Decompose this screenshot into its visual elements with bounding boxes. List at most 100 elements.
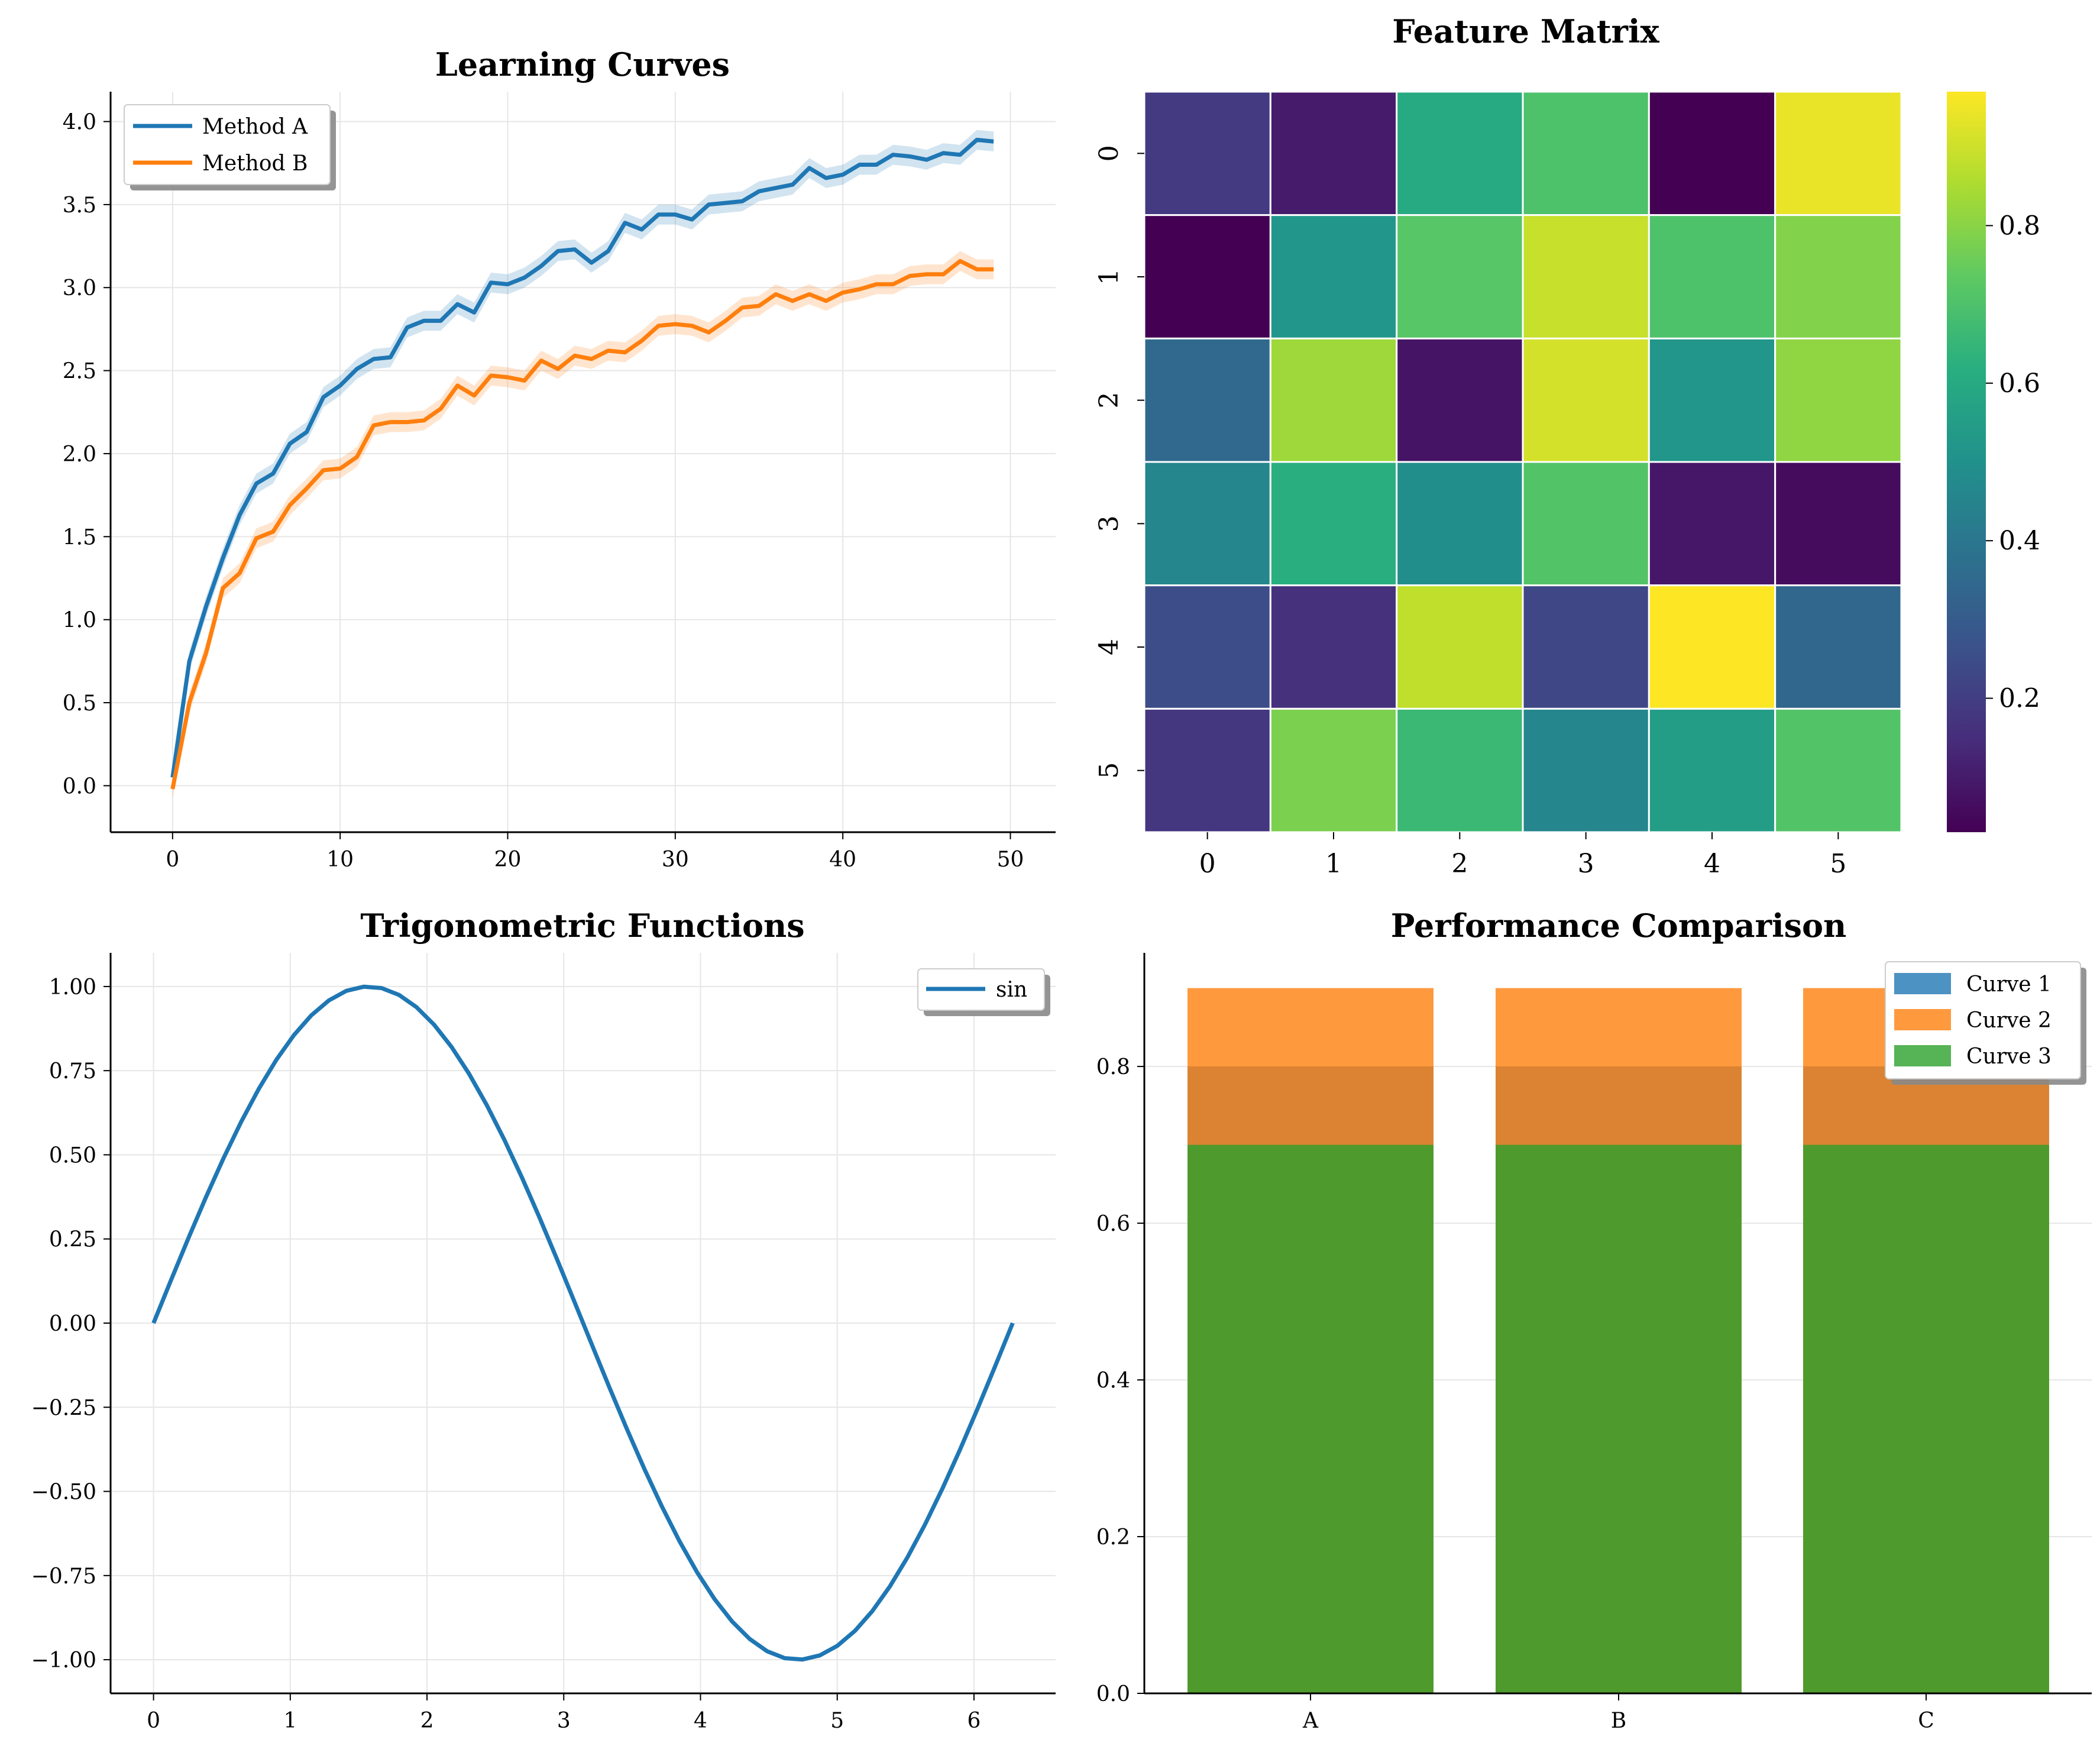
heatmap-cell (1774, 214, 1902, 340)
learning-curves-bands (172, 130, 994, 799)
colorbar (1947, 92, 1986, 832)
x-tick-label: 1 (1325, 849, 1342, 879)
y-tick-label: 0.6 (1096, 1212, 1130, 1236)
x-tick-label: 5 (830, 1709, 844, 1733)
trig-legend: sin (917, 968, 1050, 1016)
feature-matrix-ticks: 0 1 2 3 4 5 0 1 2 3 4 5 (1094, 145, 1846, 879)
y-tick-label: 1.00 (49, 975, 96, 1000)
y-tick-label: 0.25 (49, 1228, 96, 1252)
heatmap-cell (1774, 90, 1902, 216)
series-line-sin (151, 984, 1015, 1662)
x-tick-label: 50 (997, 848, 1024, 872)
x-tick-label: 2 (420, 1709, 434, 1733)
heatmap-cell (1396, 584, 1524, 710)
y-tick-label: 0.2 (1096, 1525, 1130, 1550)
series-line-method-b (170, 258, 994, 790)
heatmap-cell (1522, 214, 1650, 340)
heatmap-cell (1269, 337, 1398, 463)
trig-grid (111, 953, 1056, 1693)
legend-label-curve-3: Curve 3 (1966, 1045, 2052, 1069)
x-tick-label: B (1611, 1709, 1626, 1733)
heatmap-cell (1648, 707, 1777, 833)
y-tick-label: 5 (1094, 762, 1124, 779)
feature-matrix-cells (1143, 90, 1902, 833)
feature-matrix-title: Feature Matrix (1392, 12, 1659, 50)
heatmap-cell (1143, 90, 1271, 216)
legend-label-sin: sin (996, 978, 1027, 1002)
learning-curves-panel: Learning Curves 0 10 20 30 40 50 0.0 0.5 1.0 1.5 2… (63, 46, 1056, 872)
heatmap-cell (1396, 461, 1524, 587)
heatmap-cell (1143, 707, 1271, 833)
series-line-method-a (170, 137, 994, 778)
confidence-band-method-b (172, 251, 994, 799)
heatmap-cell (1396, 214, 1524, 340)
heatmap-cell (1648, 90, 1777, 216)
heatmap-cell (1143, 584, 1271, 710)
x-tick-label: 4 (694, 1709, 707, 1733)
y-tick-label: 3.5 (63, 193, 96, 218)
heatmap-cell (1396, 337, 1524, 463)
y-tick-label: 0.0 (63, 774, 96, 798)
x-tick-label: 5 (1830, 849, 1846, 879)
heatmap-cell (1396, 707, 1524, 833)
legend-label-method-a: Method A (202, 115, 308, 139)
feature-matrix-panel: Feature Matrix 0 1 2 3 4 5 0 1 2 3 4 5 0.2 0.4 0.6 0.8 (1094, 12, 2040, 879)
y-tick-label: 0.0 (1096, 1682, 1130, 1706)
x-tick-label: A (1302, 1709, 1319, 1733)
y-tick-label: −1.00 (31, 1648, 96, 1673)
trig-lines (151, 984, 1015, 1662)
x-tick-label: 3 (1578, 849, 1594, 879)
y-tick-label: 0.50 (49, 1143, 96, 1168)
y-tick-label: 1 (1094, 269, 1124, 285)
heatmap-cell (1522, 707, 1650, 833)
colorbar-tick-label: 0.2 (1999, 684, 2040, 714)
learning-curves-legend: Method A Method B (124, 104, 336, 190)
x-tick-label: 2 (1451, 849, 1468, 879)
y-tick-label: 2 (1094, 392, 1124, 409)
y-tick-label: 0.4 (1096, 1369, 1130, 1393)
x-tick-label: 30 (662, 848, 689, 872)
heatmap-cell (1143, 461, 1271, 587)
heatmap-cell (1396, 90, 1524, 216)
heatmap-cell (1269, 707, 1398, 833)
heatmap-cell (1269, 584, 1398, 710)
trig-ticks: 0 1 2 3 4 5 6 1.00 0.75 0.50 0.25 0.00 −0.25 −0.50 −0.… (31, 975, 981, 1733)
colorbar-tick-label: 0.6 (1999, 368, 2040, 399)
performance-legend: Curve 1 Curve 2 Curve 3 (1885, 961, 2086, 1085)
y-tick-label: 1.5 (63, 525, 96, 549)
y-tick-label: 0.00 (49, 1312, 96, 1336)
bar-curve-3-c (1803, 1144, 2049, 1693)
heatmap-cell (1522, 461, 1650, 587)
legend-label-method-b: Method B (202, 151, 308, 176)
bar-curve-3-a (1187, 1144, 1434, 1693)
x-tick-label: 4 (1704, 849, 1720, 879)
x-tick-label: 0 (147, 1709, 160, 1733)
heatmap-cell (1648, 461, 1777, 587)
x-tick-label: 10 (326, 848, 354, 872)
heatmap-cell (1522, 584, 1650, 710)
learning-curves-title: Learning Curves (435, 46, 730, 83)
heatmap-cell (1522, 337, 1650, 463)
performance-comparison-panel: Performance Comparison 0.0 0.2 0.4 0.6 0.8 A B… (1096, 907, 2092, 1733)
colorbar-tick-label: 0.4 (1999, 526, 2040, 556)
legend-swatch-curve-1 (1894, 973, 1951, 994)
heatmap-cell (1774, 707, 1902, 833)
learning-curves-axes (109, 92, 1056, 833)
y-tick-label: 4 (1094, 639, 1124, 655)
x-tick-label: 1 (283, 1709, 297, 1733)
y-tick-label: −0.25 (31, 1396, 96, 1420)
y-tick-label: 3.0 (63, 276, 96, 300)
legend-label-curve-2: Curve 2 (1966, 1008, 2052, 1033)
learning-curves-ticks: 0 10 20 30 40 50 0.0 0.5 1.0 1.5 2.0 2.5 3.0 3.5 4.0 (63, 111, 1024, 872)
bar-curve-3-b (1496, 1144, 1742, 1693)
y-tick-label: 3 (1094, 515, 1124, 532)
learning-curves-grid (111, 92, 1056, 832)
x-tick-label: 0 (166, 848, 179, 872)
confidence-band-method-a (172, 130, 994, 788)
heatmap-cell (1774, 584, 1902, 710)
y-tick-label: 4.0 (63, 111, 96, 135)
y-tick-label: −0.50 (31, 1480, 96, 1505)
performance-comparison-title: Performance Comparison (1391, 907, 1847, 945)
heatmap-cell (1269, 214, 1398, 340)
